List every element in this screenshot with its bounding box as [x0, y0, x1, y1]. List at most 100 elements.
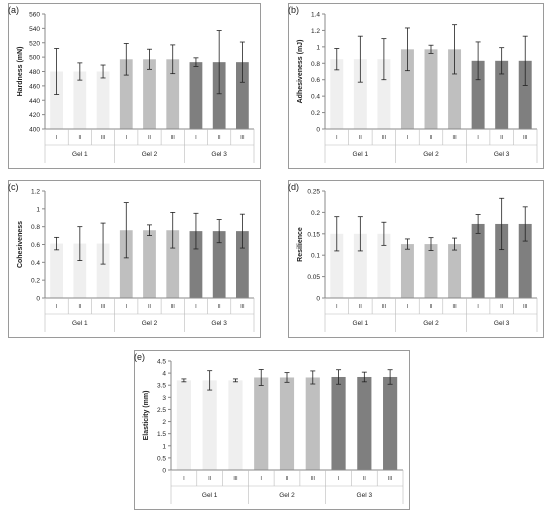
- bar: [50, 71, 63, 129]
- y-axis-label: Cohesiveness: [17, 221, 24, 268]
- bar: [495, 223, 509, 298]
- y-tick-label: 440: [29, 98, 40, 105]
- chart-panel-b: (b) 0 0.2 0.4 0.6 0.8 1 1.2 1.4 Adhesiveness (mJ…: [288, 3, 544, 169]
- y-tick-label: 0.5: [157, 455, 166, 462]
- x-tick-label: I: [126, 135, 127, 141]
- group-label: Gel 2: [279, 492, 295, 499]
- y-tick-label: 0.15: [307, 231, 320, 238]
- y-tick-label: 0.2: [311, 210, 320, 217]
- bar: [383, 376, 398, 470]
- x-tick-label: II: [286, 476, 289, 482]
- y-tick-label: 1.2: [311, 28, 320, 35]
- x-tick-label: I: [338, 476, 339, 482]
- group-label: Gel 2: [423, 320, 439, 327]
- group-label: Gel 2: [142, 320, 158, 327]
- bar: [331, 376, 346, 470]
- bar: [353, 233, 367, 298]
- x-tick-label: I: [407, 135, 408, 141]
- bar: [471, 223, 485, 298]
- y-tick-label: 1.5: [157, 431, 166, 438]
- bar: [143, 59, 156, 129]
- bar: [228, 380, 243, 470]
- bar: [305, 377, 320, 470]
- bar: [236, 231, 249, 298]
- y-tick-label: 4: [162, 371, 166, 378]
- group-label: Gel 1: [72, 151, 88, 158]
- bar: [330, 233, 344, 298]
- y-tick-label: 0: [316, 296, 320, 303]
- y-tick-label: 560: [29, 12, 40, 19]
- y-tick-label: 500: [29, 55, 40, 62]
- group-label: Gel 3: [211, 320, 227, 327]
- bar: [212, 62, 226, 129]
- bar: [202, 380, 217, 470]
- y-tick-label: 1: [162, 443, 166, 450]
- y-tick-label: 0.4: [31, 260, 40, 267]
- x-tick-label: II: [218, 304, 221, 310]
- bar: [50, 243, 63, 298]
- panel-label: (a): [8, 5, 19, 15]
- group-label: Gel 1: [353, 320, 369, 327]
- x-tick-label: II: [78, 304, 81, 310]
- x-tick-label: III: [233, 476, 237, 482]
- panel-label: (b): [288, 5, 299, 15]
- chart-panel-c: (c) 0 0.2 0.4 0.6 0.8 1 1.2 Cohesiveness I II III I…: [8, 180, 261, 338]
- y-tick-label: 1: [316, 44, 320, 51]
- y-tick-label: 0: [36, 296, 40, 303]
- bar: [471, 60, 485, 130]
- y-axis-label: Hardness (mN): [17, 47, 24, 97]
- bar: [518, 223, 532, 298]
- bar: [279, 377, 295, 470]
- y-axis-label: Resilience: [297, 227, 304, 262]
- bar: [400, 49, 414, 130]
- y-tick-label: 400: [29, 127, 40, 134]
- bar: [236, 62, 249, 129]
- chart-panel-a: (a) 400 420 440 460 480 500 520 540 560 Hardness …: [8, 3, 261, 169]
- bar: [73, 243, 87, 298]
- y-tick-label: 0.2: [31, 278, 40, 285]
- bar: [119, 230, 133, 298]
- bar: [495, 60, 509, 130]
- group-label: Gel 3: [211, 151, 227, 158]
- bar: [166, 230, 180, 298]
- x-tick-label: III: [388, 476, 392, 482]
- y-tick-label: 3.5: [157, 383, 166, 390]
- bar: [400, 244, 414, 298]
- bar: [166, 59, 180, 129]
- bar: [357, 376, 372, 470]
- group-label: Gel 3: [357, 492, 373, 499]
- x-tick-label: III: [101, 135, 105, 141]
- y-tick-label: 0.25: [307, 189, 320, 196]
- x-tick-label: I: [477, 135, 478, 141]
- bar: [330, 59, 344, 129]
- y-tick-label: 0.8: [311, 61, 320, 68]
- x-tick-label: III: [382, 304, 386, 310]
- x-tick-label: III: [101, 304, 105, 310]
- bar: [424, 244, 438, 298]
- group-label: Gel 3: [494, 151, 510, 158]
- y-tick-label: 520: [29, 40, 40, 47]
- x-tick-label: III: [240, 304, 244, 310]
- bar: [254, 377, 269, 470]
- x-tick-label: I: [56, 304, 57, 310]
- x-tick-label: II: [363, 476, 366, 482]
- bar: [448, 244, 462, 298]
- y-tick-label: 1.4: [311, 12, 320, 19]
- bar: [424, 49, 438, 130]
- y-tick-label: 540: [29, 26, 40, 33]
- y-tick-label: 0: [162, 468, 166, 475]
- x-tick-label: I: [183, 476, 184, 482]
- y-tick-label: 0.6: [311, 77, 320, 84]
- y-tick-label: 1.2: [31, 189, 40, 196]
- y-tick-label: 0.2: [311, 110, 320, 117]
- bar: [212, 231, 226, 298]
- x-tick-label: III: [171, 304, 175, 310]
- x-tick-label: I: [336, 304, 337, 310]
- x-tick-label: II: [430, 304, 433, 310]
- chart-panel-e: (e) 0 0.5 1 1.5 2 2.5 3 3.5 4 4.5 Elasticity (mm) I…: [134, 350, 410, 510]
- x-tick-label: III: [240, 135, 244, 141]
- chart-svg: 400 420 440 460 480 500 520 540 560 Hardness (mN)…: [17, 12, 255, 163]
- y-tick-label: 0.4: [311, 94, 320, 101]
- y-tick-label: 1: [36, 206, 40, 213]
